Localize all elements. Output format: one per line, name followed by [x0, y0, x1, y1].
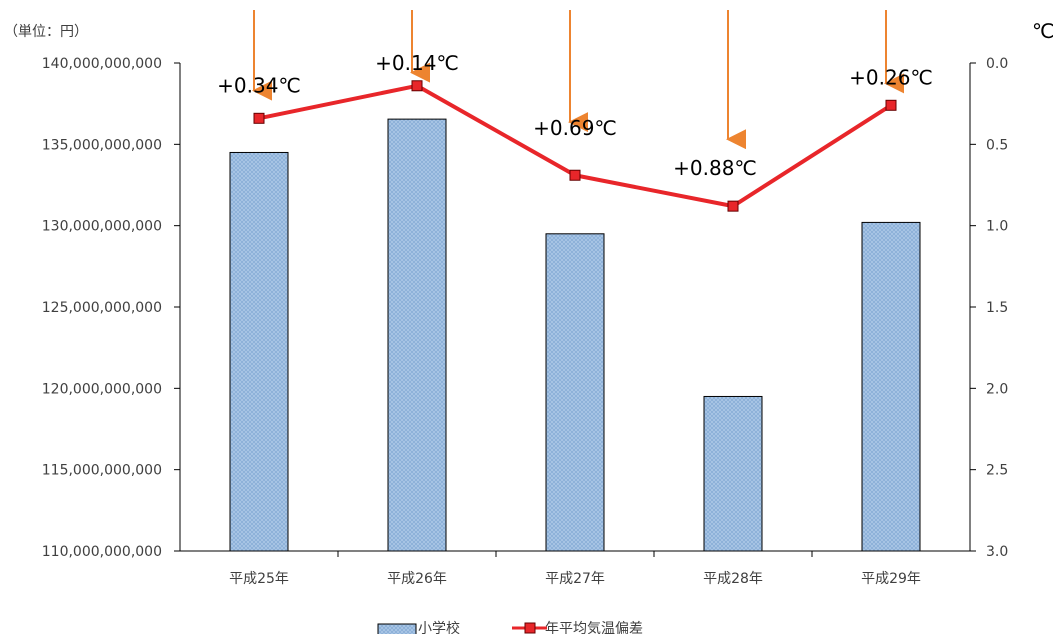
temperature-line	[258, 83, 893, 209]
temperature-marker-2	[411, 80, 423, 92]
left-axis-unit-label: （単位：円）	[4, 24, 88, 40]
bar-layer	[229, 118, 921, 552]
left-tick-label: 120,000,000,000	[42, 381, 162, 397]
x-tick-label: 平成29年	[861, 571, 921, 587]
bar-4	[703, 395, 763, 552]
temperature-data-label-1: +0.34℃	[217, 73, 301, 97]
legend-bar-swatch	[377, 623, 417, 634]
right-tick-label: 3.0	[986, 544, 1008, 560]
temperature-data-label-4: +0.88℃	[673, 156, 757, 180]
left-tick-label: 125,000,000,000	[42, 300, 162, 316]
legend-line-marker	[524, 622, 536, 634]
temperature-marker-4	[727, 200, 739, 212]
x-tick-label: 平成27年	[545, 571, 605, 587]
right-tick-label: 0.0	[986, 56, 1008, 72]
temperature-data-label-5: +0.26℃	[849, 65, 933, 89]
legend-line-label: 年平均気温偏差	[545, 621, 643, 634]
temperature-data-label-2: +0.14℃	[375, 51, 459, 75]
temperature-marker-3	[569, 169, 581, 181]
right-tick-label: 0.5	[986, 137, 1008, 153]
x-tick-label: 平成28年	[703, 571, 763, 587]
label-layer: +0.34℃ +0.14℃ +0.69℃ +0.88℃ +0.26℃	[217, 51, 933, 180]
left-tick-label: 130,000,000,000	[42, 219, 162, 235]
left-tick-label: 110,000,000,000	[42, 544, 162, 560]
left-tick-label: 135,000,000,000	[42, 137, 162, 153]
right-tick-label: 2.5	[986, 463, 1008, 479]
x-tick-label: 平成26年	[387, 571, 447, 587]
right-tick-label: 1.5	[986, 300, 1008, 316]
legend: 小学校 年平均気温偏差	[377, 620, 643, 634]
bar-3	[545, 233, 605, 552]
left-tick-label: 140,000,000,000	[42, 56, 162, 72]
temperature-marker-5	[885, 99, 897, 111]
right-axis-unit-label: ℃	[1032, 19, 1053, 43]
legend-bar-label: 小学校	[418, 620, 460, 634]
x-tick-label: 平成25年	[229, 571, 289, 587]
right-tick-label: 2.0	[986, 381, 1008, 397]
right-tick-label: 1.0	[986, 219, 1008, 235]
bar-5	[861, 221, 921, 552]
arrow-layer	[252, 10, 904, 150]
temperature-data-label-3: +0.69℃	[533, 116, 617, 140]
left-tick-label: 115,000,000,000	[42, 463, 162, 479]
axes-layer: 140,000,000,000 135,000,000,000 130,000,00…	[42, 56, 1009, 587]
bar-1	[229, 151, 289, 552]
line-layer	[253, 80, 897, 212]
temperature-marker-1	[253, 112, 265, 124]
bar-2	[387, 118, 447, 552]
